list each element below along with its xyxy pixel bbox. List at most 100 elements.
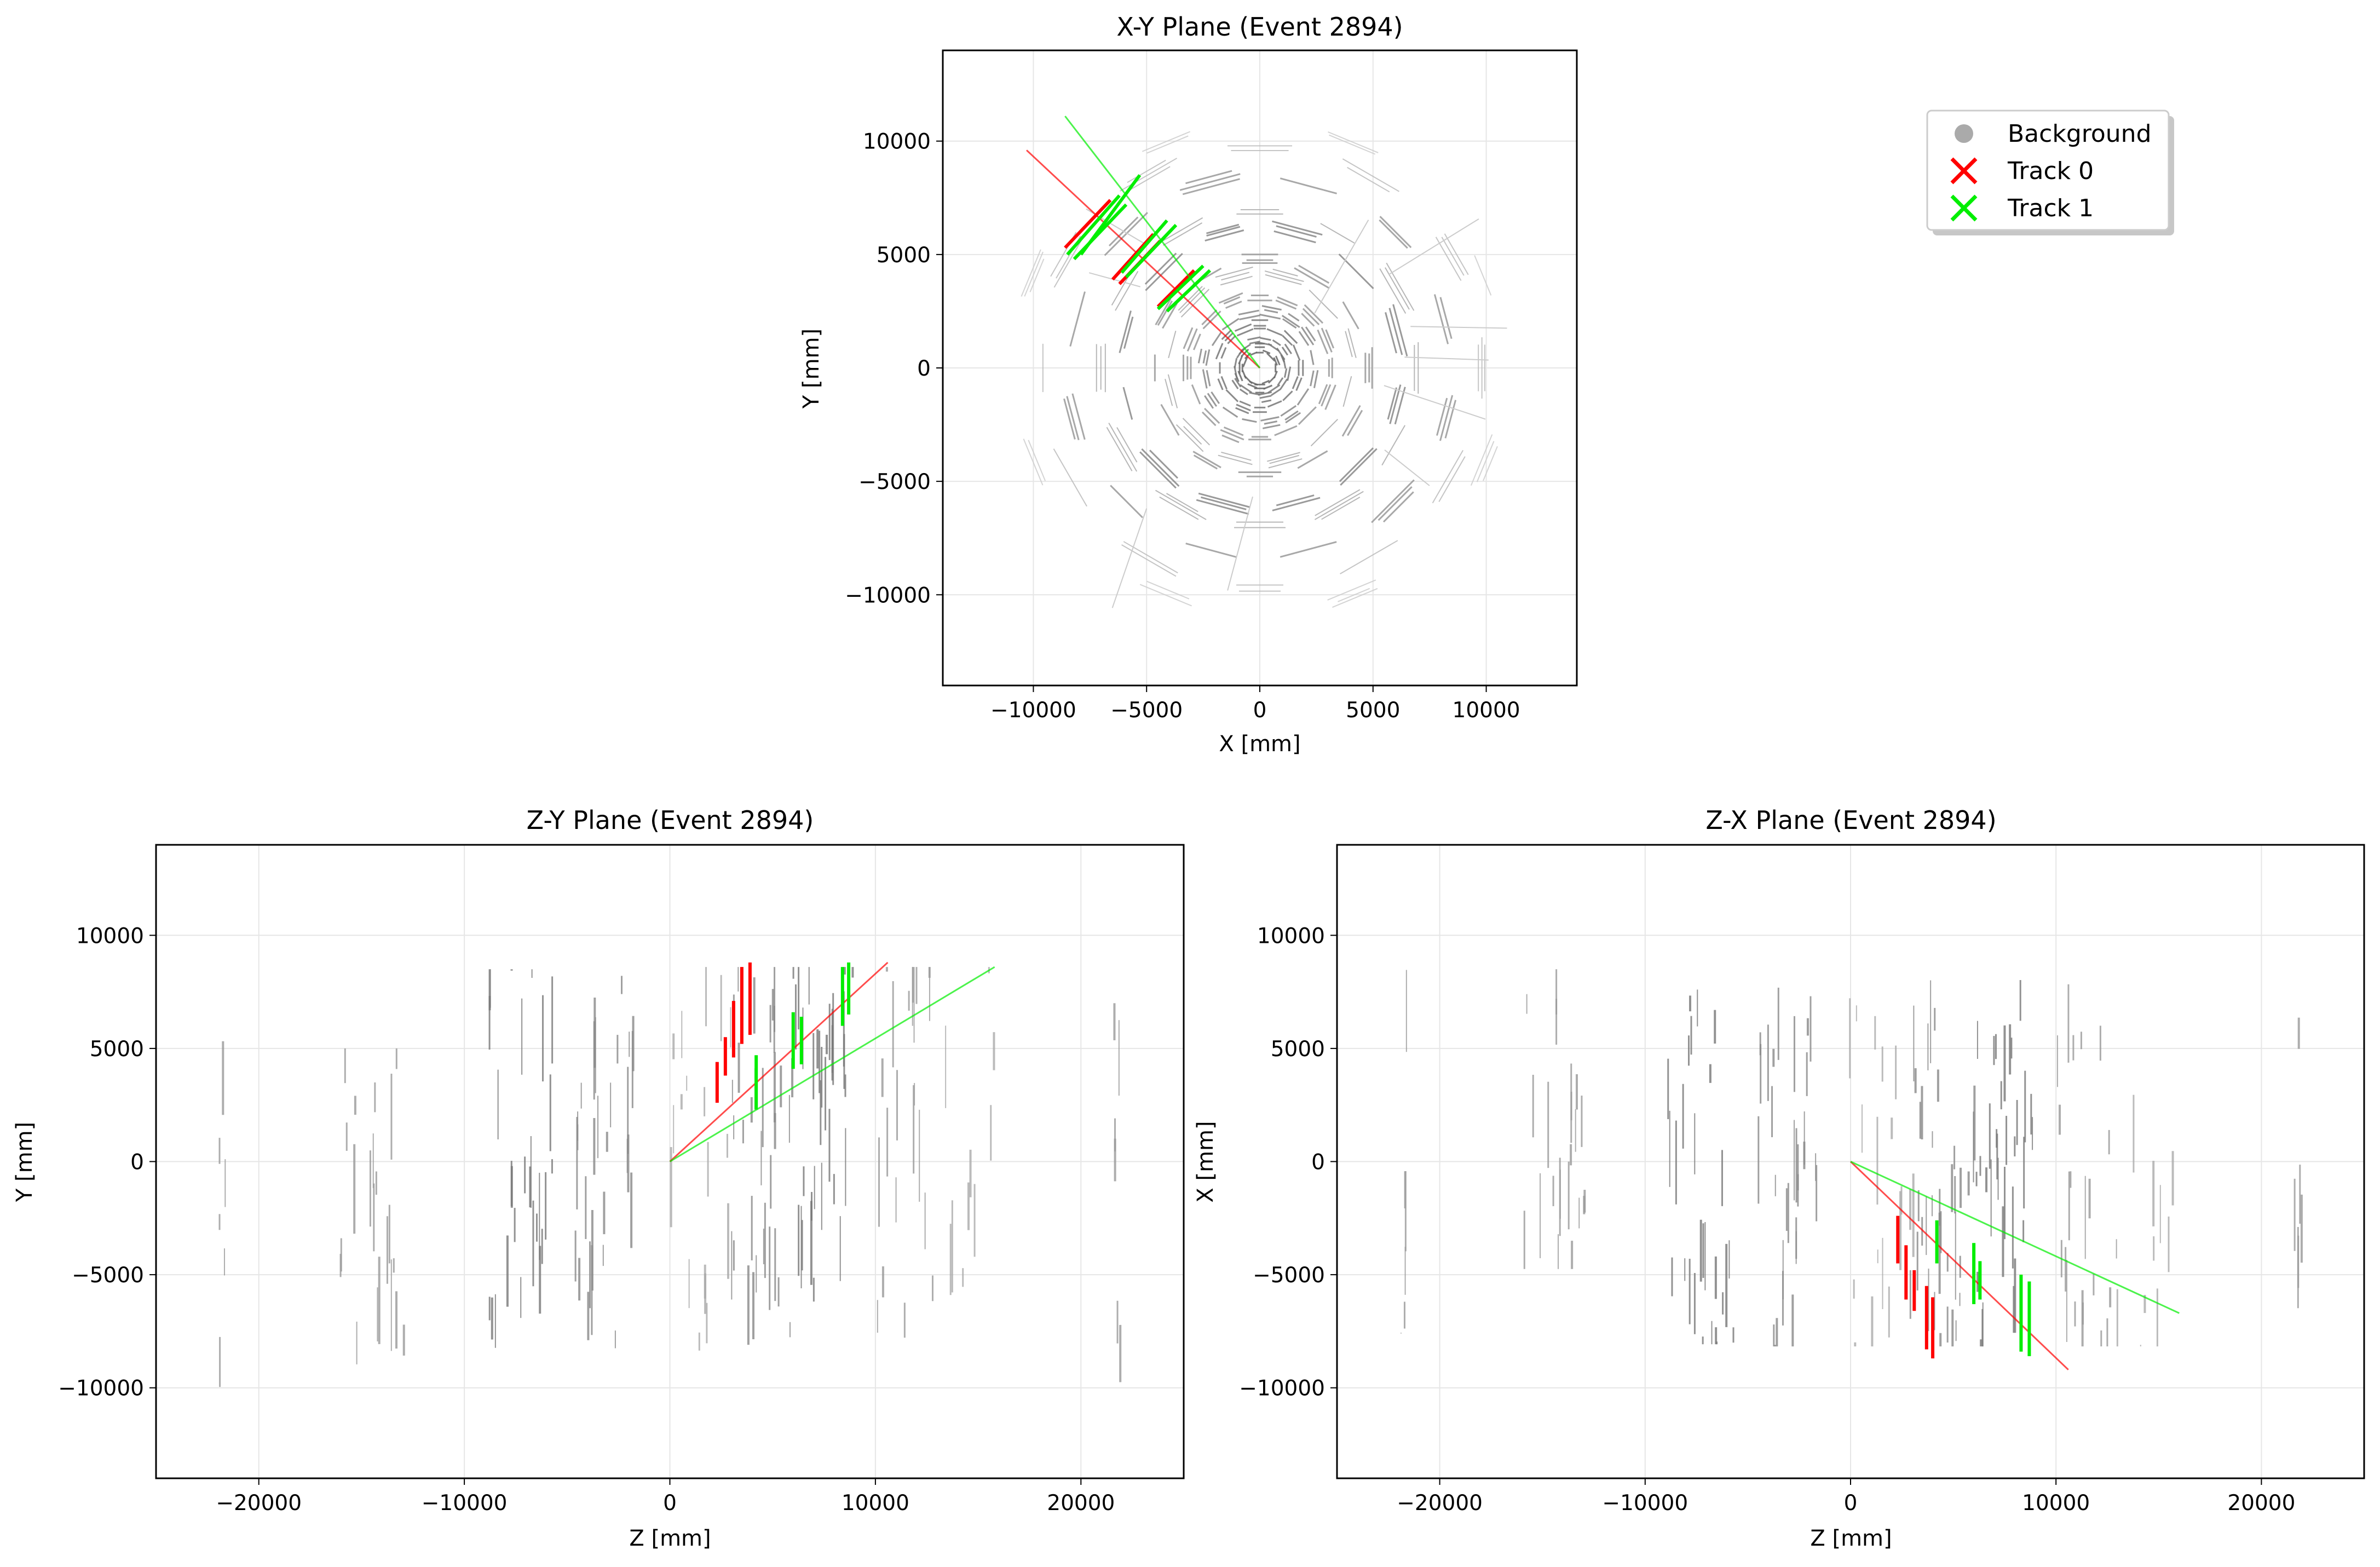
background-hit — [1260, 337, 1271, 341]
background-hit — [1276, 225, 1317, 238]
background-hit — [1236, 350, 1243, 359]
background-hit — [1292, 344, 1301, 361]
background-hit — [1168, 330, 1177, 359]
background-hit — [1340, 448, 1378, 486]
y-tick-label: 5000 — [90, 1037, 144, 1062]
x-tick-label: 0 — [663, 1491, 677, 1516]
background-hit — [1106, 427, 1133, 471]
background-hit — [1318, 384, 1328, 405]
zy-data-layer — [156, 845, 1184, 1478]
background-hit — [1310, 370, 1315, 387]
background-hit — [1029, 258, 1045, 292]
background-hit — [1305, 326, 1316, 342]
background-hit — [1205, 229, 1244, 242]
x-tick-label: 20000 — [2227, 1491, 2295, 1516]
background-hit — [1185, 543, 1237, 558]
background-hit — [1141, 448, 1180, 487]
background-hit — [1277, 377, 1284, 386]
zy-plane-panel: Z-Y Plane (Event 2894) Z [mm] Y [mm] −20… — [12, 805, 1185, 1551]
background-hit — [1342, 158, 1399, 192]
background-hit — [1388, 308, 1403, 355]
background-hit — [1155, 489, 1207, 520]
background-hit — [1267, 384, 1281, 394]
background-hit — [1215, 266, 1253, 278]
x-tick-label: 10000 — [842, 1491, 909, 1516]
y-tick-label: −10000 — [845, 583, 931, 608]
background-hit — [1242, 356, 1248, 367]
background-hit — [1234, 366, 1238, 380]
background-hit — [1283, 368, 1288, 378]
background-hit — [1263, 424, 1281, 429]
zx-x-axis-label: Z [mm] — [1810, 1526, 1892, 1551]
y-tick-label: −5000 — [72, 1263, 144, 1288]
background-hit — [1024, 251, 1044, 297]
x-tick-label: −20000 — [216, 1491, 302, 1516]
track-0-fit-line — [1849, 1161, 2069, 1370]
background-hit — [1276, 494, 1315, 506]
track-1-hit — [1120, 219, 1168, 274]
background-hit — [1110, 485, 1143, 519]
background-hit — [1207, 393, 1218, 407]
background-hit — [1225, 389, 1239, 402]
background-hit — [1378, 486, 1413, 521]
background-hit — [1178, 286, 1203, 311]
background-hit — [1155, 298, 1172, 326]
x-tick-label: 10000 — [1453, 698, 1520, 723]
background-hit — [1202, 350, 1207, 364]
background-hit — [1162, 303, 1178, 329]
background-hit — [1275, 355, 1281, 366]
background-hit — [1220, 429, 1244, 441]
y-tick-label: −5000 — [858, 470, 931, 494]
background-hit — [1217, 378, 1224, 390]
zy-title: Z-Y Plane (Event 2894) — [527, 805, 814, 835]
background-hit — [1088, 272, 1141, 287]
background-hit — [1224, 332, 1234, 342]
background-hit — [1066, 396, 1080, 441]
track-0-marker-icon — [1950, 157, 1978, 185]
y-tick-label: 0 — [130, 1150, 144, 1175]
y-tick-label: −10000 — [58, 1376, 144, 1401]
background-hit — [1259, 313, 1281, 320]
background-hit — [1280, 541, 1337, 558]
background-hit — [1237, 371, 1243, 382]
background-hit — [1227, 496, 1253, 591]
x-tick-label: 10000 — [2022, 1491, 2090, 1516]
background-hit — [1281, 314, 1300, 328]
legend-box — [1926, 110, 2170, 231]
background-hit — [1201, 411, 1217, 427]
background-hit — [1261, 305, 1282, 311]
background-hit — [1404, 356, 1489, 361]
background-hit — [1310, 350, 1315, 365]
background-hit — [1220, 376, 1228, 390]
background-hit — [1386, 262, 1415, 311]
background-hit — [1249, 341, 1260, 345]
background-hit — [1347, 166, 1390, 193]
background-hit — [1206, 223, 1240, 234]
background-hit — [1273, 357, 1278, 366]
y-tick-label: 5000 — [1271, 1037, 1325, 1062]
background-hit — [1179, 173, 1241, 191]
background-hit — [1121, 544, 1177, 577]
background-hit — [1392, 304, 1408, 356]
background-hit — [1069, 291, 1086, 347]
background-hit — [1236, 404, 1251, 412]
background-hit — [1304, 304, 1324, 324]
background-hit — [1262, 349, 1271, 354]
background-hit — [1285, 412, 1301, 424]
x-tick-label: 20000 — [1047, 1491, 1115, 1516]
xy-title: X-Y Plane (Event 2894) — [1116, 12, 1403, 42]
background-hit — [1327, 579, 1376, 601]
background-hit — [1239, 388, 1248, 395]
background-hit — [1146, 580, 1190, 600]
background-hit — [1301, 313, 1315, 327]
background-hit — [1192, 333, 1201, 350]
background-hit — [1315, 489, 1361, 516]
background-hit — [1280, 405, 1297, 417]
track-1-hit — [1079, 174, 1142, 256]
background-hit — [1483, 446, 1498, 481]
background-hit — [1317, 329, 1329, 354]
x-tick-label: −10000 — [990, 698, 1076, 723]
background-hit — [1028, 440, 1046, 481]
background-hit — [1410, 326, 1507, 329]
background-hit — [1302, 308, 1320, 326]
